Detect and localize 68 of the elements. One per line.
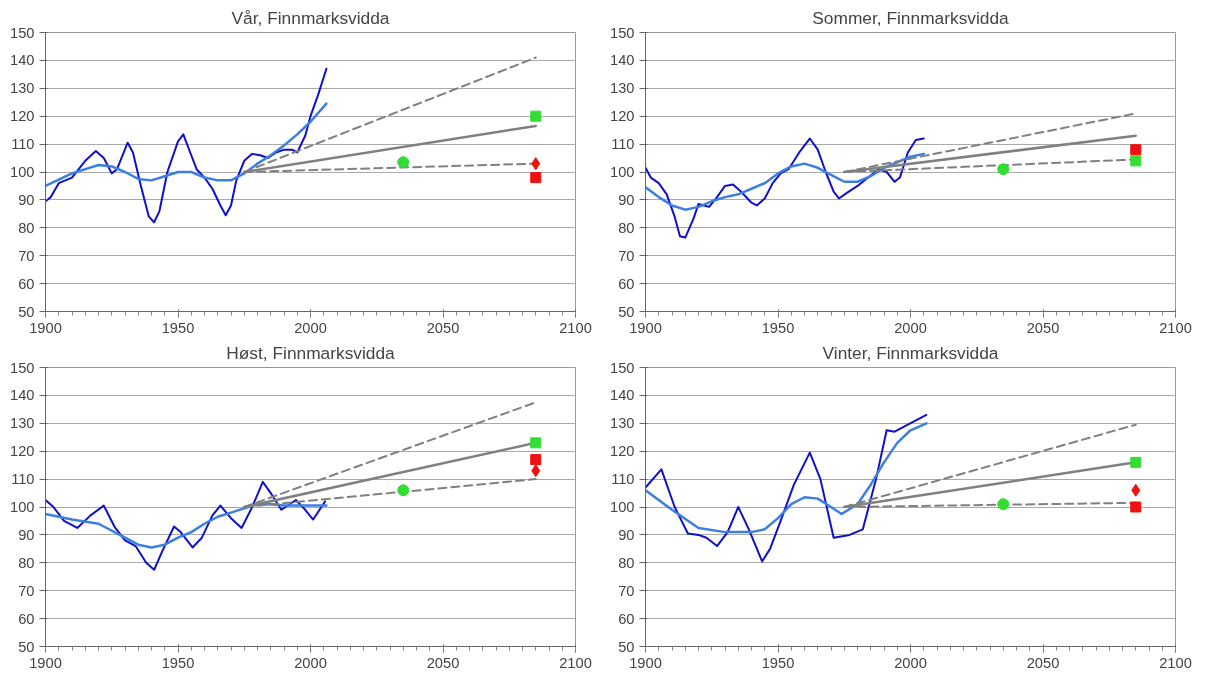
y-tick-label: 90 (18, 191, 35, 208)
x-tick-label: 1900 (629, 319, 662, 336)
y-tick-label: 130 (10, 80, 35, 97)
x-tick-label: 2100 (1159, 654, 1192, 671)
y-tick-label: 130 (610, 80, 635, 97)
y-tick-label: 100 (610, 499, 635, 515)
y-tick-label: 150 (10, 24, 35, 41)
y-tick-label: 60 (618, 275, 635, 292)
y-tick-label: 50 (18, 638, 35, 655)
y-tick-label: 110 (611, 136, 635, 153)
y-tick-label: 90 (618, 191, 635, 208)
y-tick-label: 140 (10, 52, 35, 69)
y-tick-label: 120 (10, 443, 35, 460)
y-tick-label: 140 (610, 52, 635, 69)
x-tick-label: 2000 (294, 319, 327, 336)
y-tick-label: 70 (618, 582, 635, 599)
chart-title: Vår, Finnmarksvidda (231, 7, 390, 28)
y-tick-label: 70 (18, 582, 35, 599)
y-tick-label: 100 (10, 164, 35, 180)
y-tick-label: 70 (18, 247, 35, 264)
y-tick-label: 120 (610, 108, 635, 125)
y-tick-label: 50 (18, 303, 35, 320)
y-tick-label: 80 (18, 554, 35, 571)
y-tick-label: 110 (11, 136, 35, 153)
y-tick-label: 130 (10, 415, 35, 432)
y-tick-label: 60 (618, 610, 635, 627)
y-tick-label: 120 (610, 443, 635, 460)
y-tick-label: 60 (18, 610, 35, 627)
y-tick-label: 100 (10, 499, 35, 515)
x-tick-label: 2050 (426, 319, 460, 336)
x-tick-label: 1950 (761, 654, 795, 671)
y-tick-label: 150 (610, 359, 635, 376)
y-tick-label: 140 (10, 387, 35, 404)
y-tick-label: 120 (10, 108, 35, 125)
y-tick-label: 90 (18, 526, 35, 543)
x-tick-label: 2000 (894, 319, 927, 336)
chart-title: Sommer, Finnmarksvidda (812, 7, 1010, 28)
y-tick-label: 100 (610, 164, 635, 180)
x-tick-label: 1900 (29, 319, 62, 336)
y-tick-label: 50 (618, 638, 635, 655)
x-tick-label: 2050 (1026, 654, 1060, 671)
y-tick-label: 50 (618, 303, 635, 320)
y-tick-label: 60 (18, 275, 35, 292)
x-tick-label: 2050 (1026, 319, 1060, 336)
y-tick-label: 150 (10, 359, 35, 376)
x-tick-label: 1950 (161, 654, 195, 671)
x-tick-label: 2100 (1159, 319, 1192, 336)
y-tick-label: 140 (610, 387, 635, 404)
y-tick-label: 80 (618, 219, 635, 236)
chart-title: Høst, Finnmarksvidda (226, 342, 396, 363)
x-tick-label: 2100 (559, 319, 592, 336)
y-tick-label: 80 (618, 554, 635, 571)
x-tick-label: 2000 (894, 654, 927, 671)
x-tick-label: 1950 (761, 319, 795, 336)
y-tick-label: 70 (618, 247, 635, 264)
y-tick-label: 80 (18, 219, 35, 236)
y-tick-label: 90 (618, 526, 635, 543)
y-tick-label: 150 (610, 24, 635, 41)
x-tick-label: 1900 (629, 654, 662, 671)
y-tick-label: 110 (611, 471, 635, 488)
y-tick-label: 110 (11, 471, 35, 488)
chart-title: Vinter, Finnmarksvidda (822, 342, 999, 363)
x-tick-label: 1950 (161, 319, 195, 336)
x-tick-label: 2000 (294, 654, 327, 671)
x-tick-label: 1900 (29, 654, 62, 671)
y-tick-label: 130 (610, 415, 635, 432)
x-tick-label: 2050 (426, 654, 460, 671)
x-tick-label: 2100 (559, 654, 592, 671)
